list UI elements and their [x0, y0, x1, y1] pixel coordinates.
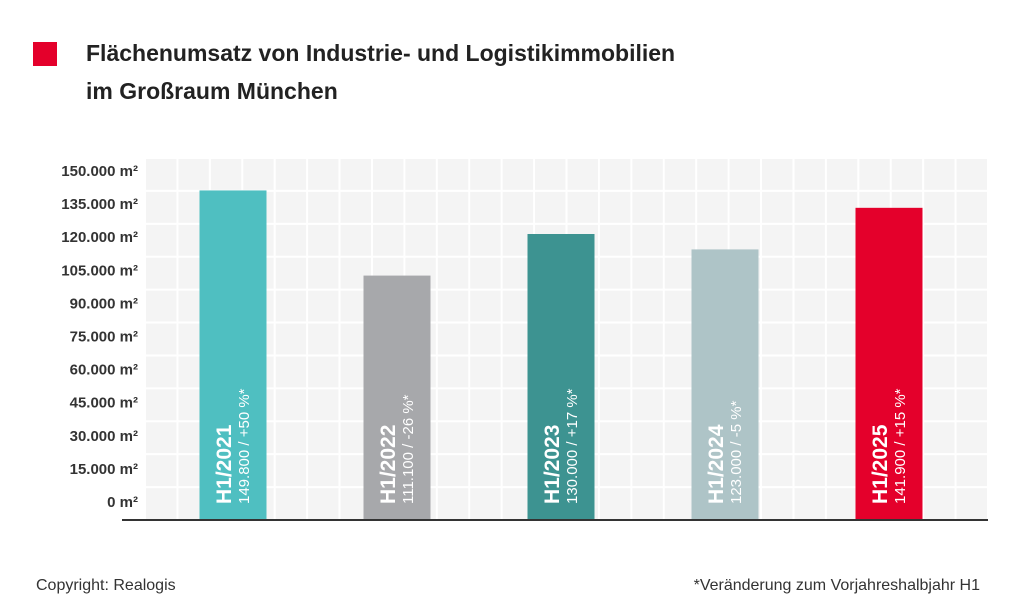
y-tick-label: 120.000 m² — [61, 229, 138, 246]
y-tick-label: 0 m² — [107, 494, 138, 511]
y-tick-label: 75.000 m² — [70, 328, 138, 345]
bar-category-label: H1/2023 — [541, 425, 564, 504]
y-tick-label: 60.000 m² — [70, 362, 138, 379]
chart-title-line2: im Großraum München — [86, 78, 338, 104]
y-tick-label: 30.000 m² — [70, 428, 138, 445]
y-tick-label: 105.000 m² — [61, 262, 138, 279]
bar-category-label: H1/2025 — [869, 424, 892, 504]
bar-h1-2023 — [527, 234, 595, 520]
bar-value-label: 141.900 / +15 %* — [892, 388, 909, 504]
bar-value-label: 149.800 / +50 %* — [236, 388, 253, 504]
chart-title: Flächenumsatz von Industrie- und Logisti… — [86, 34, 675, 110]
bar-value-label: 123.000 / -5 %* — [728, 400, 745, 504]
bar-category-label: H1/2022 — [377, 425, 400, 504]
y-axis: 150.000 m² 135.000 m² 120.000 m² 105.000 m²… — [61, 163, 138, 511]
y-tick-label: 45.000 m² — [70, 395, 138, 412]
title-marker — [33, 42, 57, 66]
bar-h1-2025 — [855, 207, 923, 520]
bar-category-label: H1/2021 — [213, 424, 236, 504]
bar-h1-2021 — [199, 190, 267, 520]
copyright-text: Copyright: Realogis — [36, 577, 176, 594]
bar-value-label: 130.000 / +17 %* — [564, 388, 581, 504]
bar-h1-2022 — [363, 275, 431, 520]
y-tick-label: 90.000 m² — [70, 295, 138, 312]
y-tick-label: 150.000 m² — [61, 163, 138, 180]
bar-h1-2024 — [691, 249, 759, 520]
y-tick-label: 15.000 m² — [70, 461, 138, 478]
chart-title-line1: Flächenumsatz von Industrie- und Logisti… — [86, 40, 676, 66]
bar-value-label: 111.100 / -26 %* — [400, 394, 417, 504]
footnote-text: *Veränderung zum Vorjahreshalbjahr H1 — [693, 577, 980, 594]
bar-category-label: H1/2024 — [705, 424, 728, 504]
bars: H1/2021 149.800 / +50 %* H1/2022 111.100 / … — [199, 190, 923, 520]
y-tick-label: 135.000 m² — [61, 196, 138, 213]
